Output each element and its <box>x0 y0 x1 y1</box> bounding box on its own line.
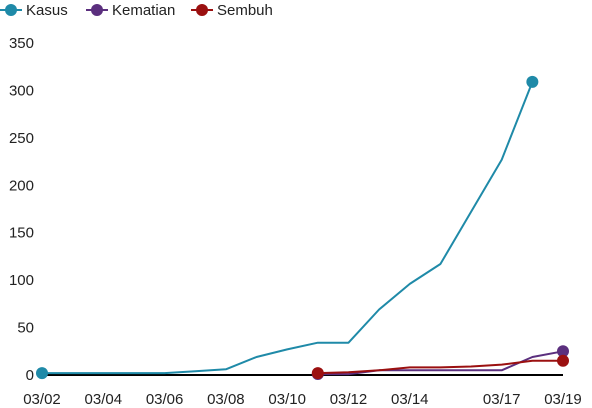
y-axis: 0 50 100 150 200 250 300 350 <box>9 35 34 384</box>
y-tick-label: 350 <box>9 35 34 52</box>
end-marker-kematian <box>557 345 569 358</box>
legend-swatch-marker <box>5 4 17 16</box>
legend-label: Sembuh <box>217 2 273 19</box>
start-marker-sembuh <box>311 367 324 380</box>
y-tick-label: 0 <box>26 367 34 384</box>
x-tick-label: 03/02 <box>23 391 61 408</box>
x-tick-label: 03/04 <box>85 391 123 408</box>
series-kasus <box>36 75 539 380</box>
series-layer <box>36 75 569 381</box>
series-line-sembuh <box>317 359 563 375</box>
legend-swatch-marker <box>91 4 103 16</box>
y-tick-label: 300 <box>9 82 34 99</box>
end-marker-kasus <box>526 75 539 88</box>
x-tick-label: 03/12 <box>330 391 368 408</box>
legend-item-sembuh: Sembuh <box>191 2 273 19</box>
legend-label: Kematian <box>112 2 175 19</box>
series-line-kasus <box>42 81 534 375</box>
x-tick-label: 03/14 <box>391 391 429 408</box>
legend-label: Kasus <box>26 2 68 19</box>
start-marker-kasus <box>36 367 48 380</box>
y-tick-label: 200 <box>9 177 34 194</box>
series-line-kematian <box>317 350 564 376</box>
x-tick-label: 03/19 <box>544 391 582 408</box>
x-axis: 03/02 03/04 03/06 03/08 03/10 03/12 03/14 03/17… <box>23 374 582 408</box>
x-tick-label: 03/10 <box>268 391 306 408</box>
y-tick-label: 100 <box>9 272 34 289</box>
end-marker-sembuh <box>557 354 569 367</box>
y-tick-label: 250 <box>9 130 34 147</box>
legend-swatch-marker <box>196 4 208 16</box>
x-tick-label: 03/06 <box>146 391 184 408</box>
x-tick-label: 03/08 <box>207 391 245 408</box>
y-tick-label: 150 <box>9 225 34 242</box>
legend-item-kasus: Kasus <box>0 2 68 19</box>
legend: Kasus Kematian Sembuh <box>0 2 273 19</box>
series-sembuh <box>311 354 569 380</box>
legend-item-kematian: Kematian <box>86 2 175 19</box>
y-tick-label: 50 <box>17 320 34 337</box>
x-tick-label: 03/17 <box>483 391 521 408</box>
